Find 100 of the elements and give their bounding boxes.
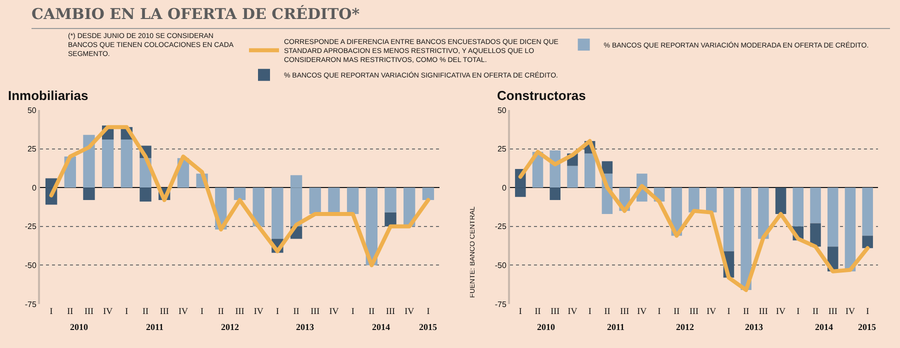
x-tick-label: IV xyxy=(776,306,786,316)
text: 2014 xyxy=(815,322,834,332)
bar xyxy=(775,188,786,214)
bar xyxy=(740,188,752,290)
x-tick-label: III xyxy=(235,306,244,316)
x-tick-label: II xyxy=(604,306,610,316)
x-tick-label: II xyxy=(368,306,375,316)
bar xyxy=(234,188,246,200)
x-tick-label: III xyxy=(310,306,320,316)
y-tick-label: 0 xyxy=(502,183,507,192)
x-tick-label: III xyxy=(690,306,698,316)
chart-title: Constructoras xyxy=(497,88,586,103)
text: 2011 xyxy=(146,322,164,332)
bar xyxy=(272,188,284,239)
x-tick-label: II xyxy=(218,306,224,316)
bar xyxy=(328,188,340,212)
x-tick-label: IV xyxy=(706,306,717,316)
text: 2015 xyxy=(858,322,876,332)
x-tick-label: II xyxy=(812,306,819,316)
x-tick-label: III xyxy=(160,306,169,316)
text: 2010 xyxy=(537,322,556,332)
bar xyxy=(567,166,578,188)
x-tick-label: IV xyxy=(178,306,188,316)
y-tick-label: -25 xyxy=(24,222,37,232)
bar xyxy=(827,188,838,247)
y-tick-label: 25 xyxy=(497,144,507,154)
bar xyxy=(844,188,856,272)
x-tick-label: II xyxy=(67,306,74,316)
x-tick-label: II xyxy=(142,306,149,316)
bar xyxy=(602,161,613,174)
x-tick-label: III xyxy=(386,306,395,316)
x-tick-label: III xyxy=(758,306,768,316)
bar xyxy=(810,188,821,224)
bar xyxy=(384,188,396,212)
text: 2012 xyxy=(676,322,694,332)
bar xyxy=(252,188,264,226)
text: 2015 xyxy=(419,322,438,332)
bar xyxy=(792,188,804,226)
text: 2014 xyxy=(372,322,390,332)
bar xyxy=(723,188,734,252)
x-tick-label: I xyxy=(796,306,800,316)
bar xyxy=(862,188,873,236)
y-tick-label: 25 xyxy=(27,144,37,154)
y-tick-label: -25 xyxy=(494,222,507,232)
bar xyxy=(758,188,769,239)
text: 2011 xyxy=(607,322,626,332)
bar xyxy=(810,223,821,247)
bar xyxy=(706,188,717,212)
x-tick-label: IV xyxy=(404,306,415,316)
y-tick-label: -50 xyxy=(24,261,37,270)
line-series xyxy=(518,139,870,292)
text: 2012 xyxy=(221,322,240,332)
x-tick-label: I xyxy=(50,306,53,316)
x-tick-label: I xyxy=(276,306,279,316)
x-tick-label: I xyxy=(727,306,730,316)
chart-subtitle: Inmobiliarias xyxy=(8,88,88,103)
bar xyxy=(120,139,133,188)
x-tick-label: IV xyxy=(845,306,856,316)
y-tick-label: -75 xyxy=(24,300,37,309)
bar xyxy=(346,188,359,214)
chart-title: CAMBIO EN LA OFERTA DE CRÉDITO* xyxy=(32,5,360,24)
y-tick-label: 50 xyxy=(497,106,507,115)
x-tick-label: III xyxy=(828,306,838,316)
x-tick-label: IV xyxy=(103,306,114,316)
y-tick-label: -50 xyxy=(494,261,507,270)
y-tick-label: 0 xyxy=(32,183,37,192)
bar xyxy=(550,188,561,200)
x-tick-label: I xyxy=(866,306,870,316)
x-tick-label: I xyxy=(351,306,354,316)
y-tick-label: -75 xyxy=(494,300,507,309)
x-tick-label: I xyxy=(518,306,522,316)
bar xyxy=(422,188,434,200)
x-tick-label: III xyxy=(620,306,630,316)
x-tick-label: IV xyxy=(329,306,340,316)
x-tick-label: III xyxy=(550,306,560,316)
x-tick-label: III xyxy=(84,306,94,316)
x-tick-label: IV xyxy=(568,306,578,316)
x-tick-label: II xyxy=(743,306,750,316)
line-series xyxy=(49,125,430,268)
x-tick-label: I xyxy=(200,306,204,316)
x-tick-label: I xyxy=(426,306,430,316)
bar xyxy=(83,134,95,188)
bar xyxy=(83,188,95,200)
x-tick-label: II xyxy=(534,306,541,316)
y-tick-label: 50 xyxy=(27,106,37,115)
x-tick-label: II xyxy=(674,306,680,316)
bar xyxy=(862,236,873,248)
text: 2013 xyxy=(296,322,314,332)
bar xyxy=(140,188,152,202)
x-tick-label: IV xyxy=(254,306,264,316)
bar xyxy=(102,139,114,188)
text: 2013 xyxy=(745,322,764,332)
text: 2010 xyxy=(70,322,88,332)
x-tick-label: IV xyxy=(637,306,648,316)
x-tick-label: I xyxy=(588,306,592,316)
x-tick-label: II xyxy=(293,306,300,316)
x-tick-label: I xyxy=(658,306,661,316)
bar xyxy=(384,212,396,226)
bar xyxy=(584,153,596,188)
x-tick-label: I xyxy=(125,306,128,316)
